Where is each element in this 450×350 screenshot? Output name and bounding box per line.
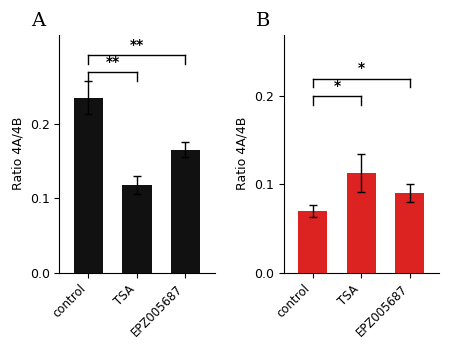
Text: *: *: [358, 61, 365, 75]
Bar: [171, 150, 200, 273]
Text: **: **: [130, 38, 144, 52]
Bar: [122, 185, 152, 273]
Bar: [395, 193, 424, 273]
Bar: [74, 98, 103, 273]
Bar: [298, 211, 327, 273]
Text: **: **: [106, 55, 120, 69]
Y-axis label: Ratio 4A/4B: Ratio 4A/4B: [235, 117, 248, 190]
Bar: [347, 173, 376, 273]
Y-axis label: Ratio 4A/4B: Ratio 4A/4B: [11, 117, 24, 190]
Text: *: *: [333, 79, 341, 93]
Text: B: B: [256, 12, 270, 30]
Text: A: A: [32, 12, 45, 30]
